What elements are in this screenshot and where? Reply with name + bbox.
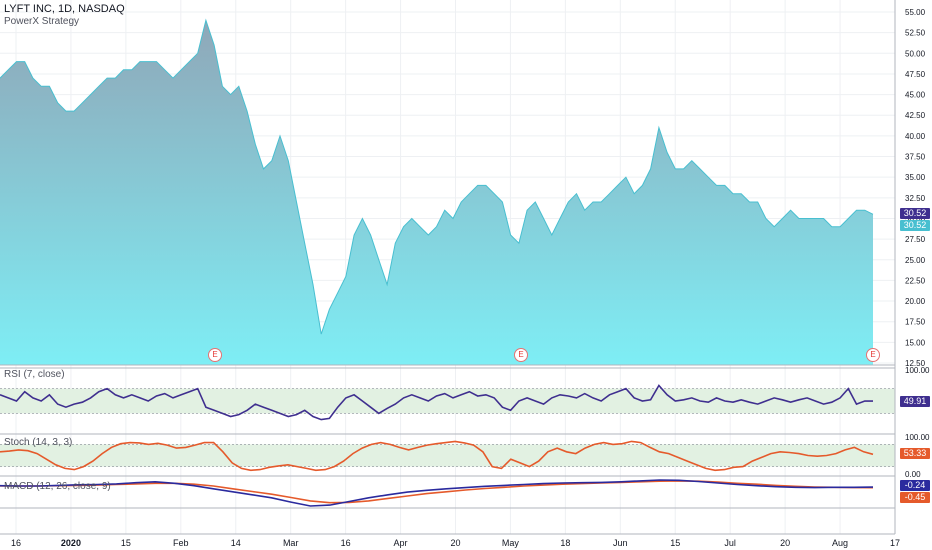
macd-label[interactable]: MACD (12, 26, close, 9) (4, 481, 111, 492)
macd-signal-badge: -0.45 (900, 492, 930, 503)
price-tick-label: 45.00 (905, 91, 926, 100)
earnings-marker-aug[interactable]: E (866, 348, 880, 362)
x-tick-label: 16 (11, 538, 21, 548)
price-tick-label: 47.50 (905, 70, 926, 79)
x-tick-label: 17 (890, 538, 900, 548)
price-close-badge: 30.52 (900, 220, 930, 231)
rsi-line[interactable] (0, 384, 874, 421)
price-line[interactable] (0, 18, 874, 335)
x-tick-label: Jul (724, 538, 736, 548)
earnings-marker-may[interactable]: E (514, 348, 528, 362)
x-tick-label: 15 (670, 538, 680, 548)
price-tick-label: 27.50 (905, 235, 926, 244)
stoch-band (0, 444, 895, 467)
x-tick-label: Feb (173, 538, 189, 548)
stoch-tick-label: 0.00 (905, 470, 921, 479)
x-tick-label: Jun (613, 538, 628, 548)
price-tick-label: 35.00 (905, 173, 926, 182)
macd-signal-line[interactable] (0, 480, 874, 504)
stoch-pane[interactable] (0, 440, 895, 472)
price-tick-label: 12.50 (905, 359, 926, 368)
price-tick-label: 40.00 (905, 132, 926, 141)
price-tick-label: 50.00 (905, 49, 926, 58)
macd-pane[interactable] (0, 479, 874, 507)
price-tick-label: 55.00 (905, 8, 926, 17)
price-tick-label: 20.00 (905, 297, 926, 306)
symbol-title[interactable]: LYFT INC, 1D, NASDAQ (4, 3, 125, 15)
stoch-line[interactable] (0, 440, 874, 472)
x-tick-label: Aug (832, 538, 848, 548)
price-area (0, 20, 873, 366)
price-tick-label: 37.50 (905, 153, 926, 162)
price-last-badge: 30.52 (900, 208, 930, 219)
price-pane[interactable] (0, 18, 874, 366)
earnings-marker-feb[interactable]: E (208, 348, 222, 362)
price-tick-label: 52.50 (905, 29, 926, 38)
rsi-band (0, 388, 895, 414)
rsi-label[interactable]: RSI (7, close) (4, 369, 65, 380)
price-tick-label: 22.50 (905, 276, 926, 285)
rsi-pane[interactable] (0, 384, 895, 421)
x-tick-label: 20 (780, 538, 790, 548)
x-tick-label: 18 (560, 538, 570, 548)
x-tick-label: 16 (341, 538, 351, 548)
x-tick-label: Mar (283, 538, 299, 548)
macd-line[interactable] (0, 479, 874, 507)
price-tick-label: 25.00 (905, 256, 926, 265)
stoch-tick-label: 100.00 (905, 433, 930, 442)
rsi-tick-label: 100.00 (905, 366, 930, 375)
strategy-name[interactable]: PowerX Strategy (4, 16, 80, 27)
price-tick-label: 42.50 (905, 111, 926, 120)
x-tick-label: 20 (450, 538, 460, 548)
x-tick-label: May (502, 538, 520, 548)
x-tick-label: Apr (394, 538, 408, 548)
price-tick-label: 17.50 (905, 318, 926, 327)
stoch-value-badge: 53.33 (900, 448, 930, 459)
rsi-value-badge: 49.91 (900, 396, 930, 407)
price-tick-label: 32.50 (905, 194, 926, 203)
x-tick-label: 14 (231, 538, 241, 548)
stoch-label[interactable]: Stoch (14, 3, 3) (4, 437, 73, 448)
x-tick-label: 15 (121, 538, 131, 548)
price-tick-label: 15.00 (905, 338, 926, 347)
macd-value-badge: -0.24 (900, 480, 930, 491)
x-tick-label: 2020 (61, 538, 81, 548)
